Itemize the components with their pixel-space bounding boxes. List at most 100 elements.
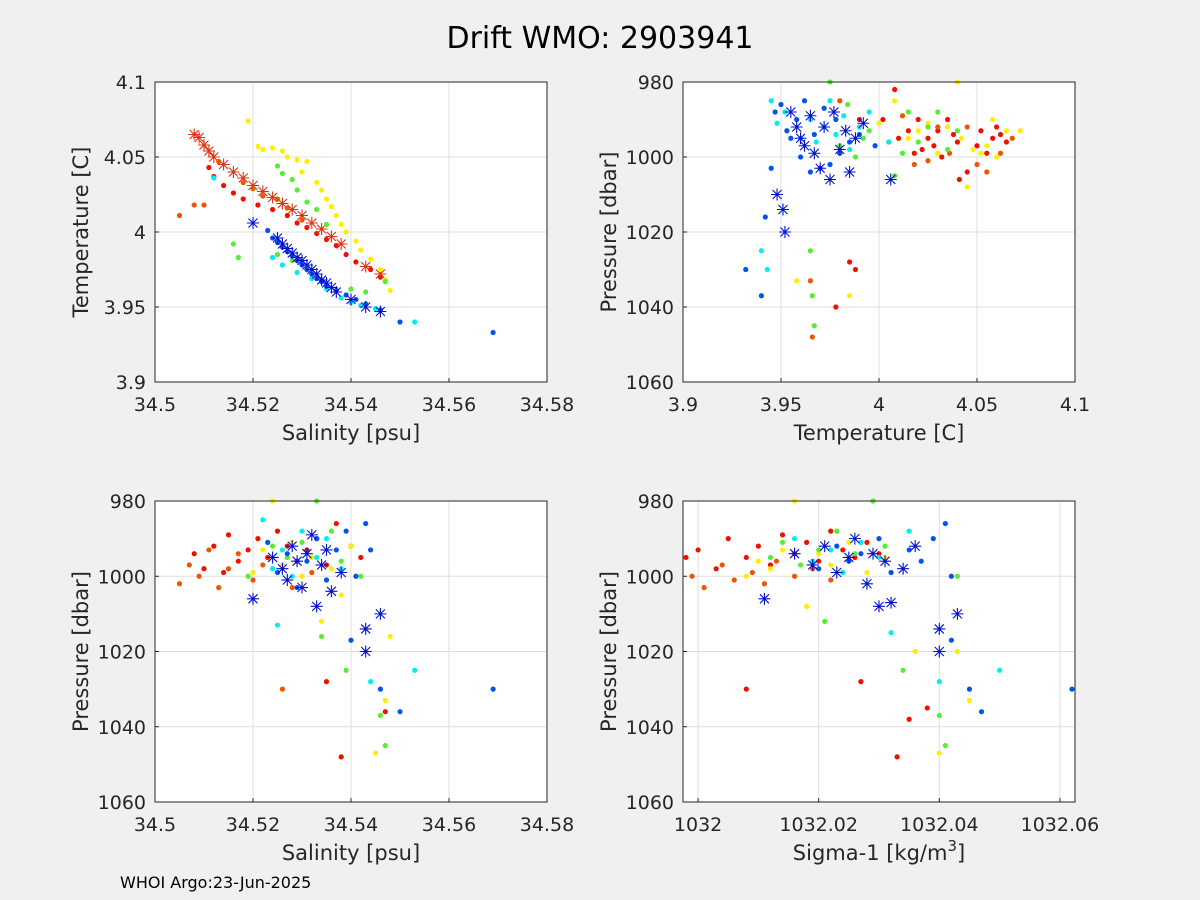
- data-point: [905, 109, 912, 115]
- data-point: [749, 569, 755, 576]
- data-point: [758, 248, 765, 254]
- star-marker: [276, 197, 289, 210]
- y-axis-label: Pressure [dbar]: [597, 152, 621, 313]
- data-point: [743, 554, 749, 561]
- data-point: [964, 169, 970, 175]
- star-marker: [884, 173, 897, 186]
- data-point: [279, 262, 285, 268]
- data-point: [338, 558, 344, 564]
- star-marker: [291, 251, 304, 264]
- data-point: [816, 551, 822, 557]
- data-point: [348, 637, 354, 643]
- data-point: [906, 528, 912, 534]
- data-point: [915, 139, 921, 145]
- data-point: [858, 539, 864, 545]
- star-marker: [808, 147, 821, 160]
- data-point: [314, 206, 320, 213]
- data-point: [230, 241, 236, 247]
- data-point: [338, 221, 344, 228]
- x-tick-label: 34.56: [422, 814, 476, 836]
- data-point: [245, 573, 251, 579]
- data-point: [915, 116, 921, 123]
- star-marker: [217, 158, 230, 171]
- points-group: [743, 79, 1023, 340]
- data-point: [774, 120, 780, 126]
- star-marker: [276, 238, 289, 250]
- data-point: [847, 259, 853, 265]
- star-marker: [848, 532, 861, 545]
- data-point: [974, 143, 980, 149]
- data-point: [827, 161, 833, 168]
- data-point: [333, 212, 339, 219]
- star-marker: [325, 230, 338, 243]
- data-point: [791, 536, 798, 542]
- star-marker: [798, 139, 811, 152]
- data-point: [761, 581, 768, 587]
- data-point: [314, 179, 320, 186]
- data-point: [905, 128, 912, 134]
- star-marker: [286, 540, 299, 553]
- star-marker: [315, 558, 328, 571]
- y-tick-label: 1040: [98, 717, 146, 739]
- data-point: [1003, 128, 1010, 134]
- data-point: [954, 139, 961, 145]
- data-point: [945, 146, 951, 153]
- data-point: [338, 295, 344, 301]
- axes-box: [154, 500, 548, 803]
- data-point: [984, 169, 990, 175]
- data-point: [905, 135, 912, 141]
- x-tick-label: 34.58: [520, 814, 574, 836]
- x-axis-label: Temperature [C]: [793, 421, 965, 445]
- data-point: [743, 686, 749, 692]
- data-point: [299, 573, 305, 579]
- data-point: [328, 566, 334, 572]
- y-tick-label: 4.05: [104, 147, 146, 169]
- star-marker: [330, 286, 343, 298]
- data-point: [343, 528, 349, 534]
- data-point: [338, 592, 344, 598]
- star-marker: [374, 607, 387, 620]
- chart-sigp: 1032 1032.02 1032.04 1032.06 980 1000 1020 1040…: [597, 491, 1099, 865]
- data-point: [314, 536, 320, 542]
- star-marker: [305, 528, 318, 541]
- star-marker: [193, 131, 206, 144]
- data-point: [377, 712, 383, 719]
- data-point: [978, 128, 984, 134]
- star-marker: [839, 124, 852, 137]
- data-point: [319, 618, 325, 625]
- data-point: [847, 293, 853, 299]
- star-marker: [818, 540, 831, 553]
- data-point: [816, 547, 822, 553]
- data-point: [397, 709, 403, 715]
- data-point: [270, 145, 276, 151]
- data-point: [834, 543, 840, 549]
- data-point: [377, 686, 383, 692]
- data-point: [954, 573, 961, 579]
- data-point: [323, 196, 330, 202]
- star-marker: [359, 622, 372, 635]
- data-point: [348, 286, 354, 292]
- points-group: [176, 118, 496, 336]
- data-point: [900, 667, 906, 673]
- data-point: [294, 220, 300, 226]
- data-point: [948, 637, 954, 643]
- star-marker: [325, 281, 338, 294]
- data-point: [935, 124, 941, 130]
- data-point: [274, 622, 281, 628]
- x-axis-label: Salinity [psu]: [282, 421, 420, 445]
- data-point: [211, 543, 217, 549]
- data-point: [767, 562, 774, 568]
- data-point: [490, 329, 496, 336]
- data-point: [304, 558, 310, 564]
- points-group: [683, 498, 1075, 760]
- data-point: [333, 520, 339, 527]
- y-tick-label: 1000: [98, 566, 146, 588]
- data-point: [719, 562, 725, 568]
- data-point: [1009, 135, 1015, 141]
- data-point: [216, 158, 222, 165]
- x-tick-label: 34.54: [324, 814, 378, 836]
- star-marker: [758, 592, 771, 605]
- star-marker: [227, 166, 240, 178]
- data-point: [816, 558, 822, 564]
- star-marker: [359, 301, 372, 313]
